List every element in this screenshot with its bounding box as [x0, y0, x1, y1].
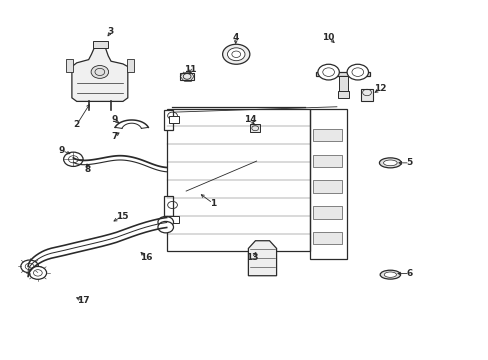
Text: 9: 9: [111, 116, 117, 125]
Circle shape: [21, 260, 38, 273]
Circle shape: [91, 66, 108, 78]
Bar: [164, 196, 173, 216]
Text: 2: 2: [74, 120, 80, 129]
Text: 7: 7: [111, 132, 117, 141]
Bar: [316, 72, 369, 76]
Ellipse shape: [384, 272, 396, 277]
Circle shape: [158, 216, 173, 228]
Text: 9: 9: [59, 146, 65, 155]
Polygon shape: [248, 241, 276, 276]
Bar: [309, 109, 346, 258]
Text: 5: 5: [406, 158, 412, 167]
Ellipse shape: [379, 270, 400, 279]
Circle shape: [346, 64, 368, 80]
Text: 17: 17: [77, 296, 89, 305]
Text: 3: 3: [107, 27, 114, 36]
Bar: [312, 155, 341, 167]
Polygon shape: [72, 48, 127, 102]
Circle shape: [29, 266, 46, 279]
Bar: [164, 111, 173, 130]
Bar: [126, 59, 133, 72]
Bar: [250, 124, 260, 132]
Text: 11: 11: [183, 66, 196, 75]
Bar: [169, 116, 179, 123]
Text: 14: 14: [244, 116, 256, 125]
Bar: [312, 206, 341, 219]
Bar: [169, 216, 179, 223]
Text: 16: 16: [140, 253, 152, 262]
Text: 1: 1: [209, 199, 216, 208]
Ellipse shape: [383, 160, 396, 166]
Ellipse shape: [379, 158, 401, 168]
Bar: [312, 129, 341, 141]
Circle shape: [317, 64, 339, 80]
Circle shape: [222, 44, 249, 64]
Bar: [337, 91, 348, 98]
Bar: [361, 89, 372, 102]
Bar: [338, 76, 347, 92]
Text: 4: 4: [232, 33, 239, 42]
Text: 13: 13: [245, 253, 258, 262]
Circle shape: [63, 152, 83, 166]
Bar: [166, 109, 309, 251]
Circle shape: [227, 48, 244, 61]
Text: 8: 8: [84, 166, 91, 175]
Text: 10: 10: [321, 33, 334, 42]
Text: 12: 12: [374, 84, 386, 93]
Bar: [312, 232, 341, 244]
Bar: [312, 180, 341, 193]
Text: 6: 6: [406, 269, 412, 278]
Circle shape: [158, 221, 173, 233]
Bar: [180, 73, 194, 80]
Bar: [66, 59, 73, 72]
Bar: [92, 41, 108, 48]
Text: 15: 15: [116, 212, 128, 221]
